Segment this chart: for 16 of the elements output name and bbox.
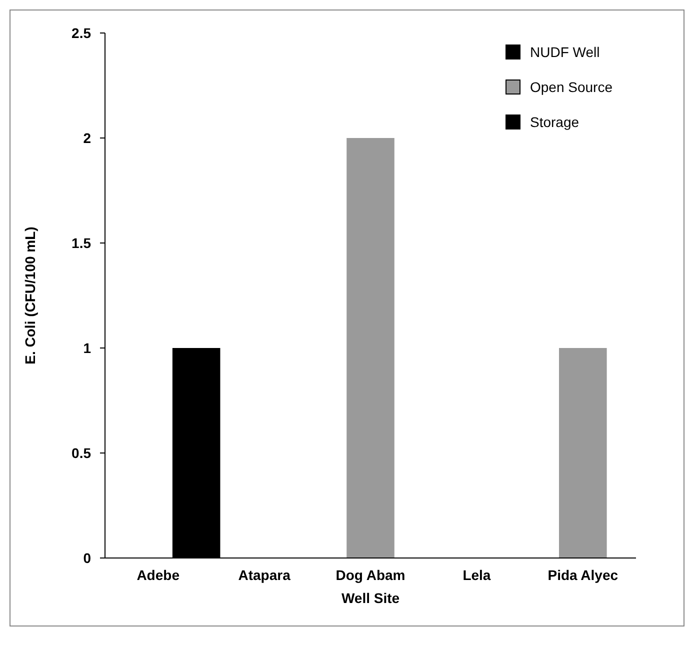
legend-label: Open Source [530, 78, 613, 95]
legend-label: Storage [530, 114, 580, 130]
x-axis-title: Well Site [341, 590, 400, 606]
x-tick-label: Pida Alyec [548, 567, 618, 583]
y-tick-label: 2.5 [72, 24, 92, 41]
y-tick-label: 2 [83, 130, 92, 146]
y-tick-label: 0.5 [72, 444, 92, 461]
x-tick-label: Lela [462, 567, 491, 583]
y-tick-label: 0 [83, 550, 92, 566]
y-axis-title: E. Coli (CFU/100 mL) [22, 226, 38, 364]
x-tick-label: Adebe [136, 567, 180, 583]
y-tick-label: 1 [83, 340, 92, 356]
y-tick-label: 1.5 [72, 234, 92, 251]
x-tick-label: Atapara [238, 567, 291, 583]
x-tick-label: Dog Abam [336, 567, 406, 583]
legend-label: NUDF Well [530, 44, 600, 60]
